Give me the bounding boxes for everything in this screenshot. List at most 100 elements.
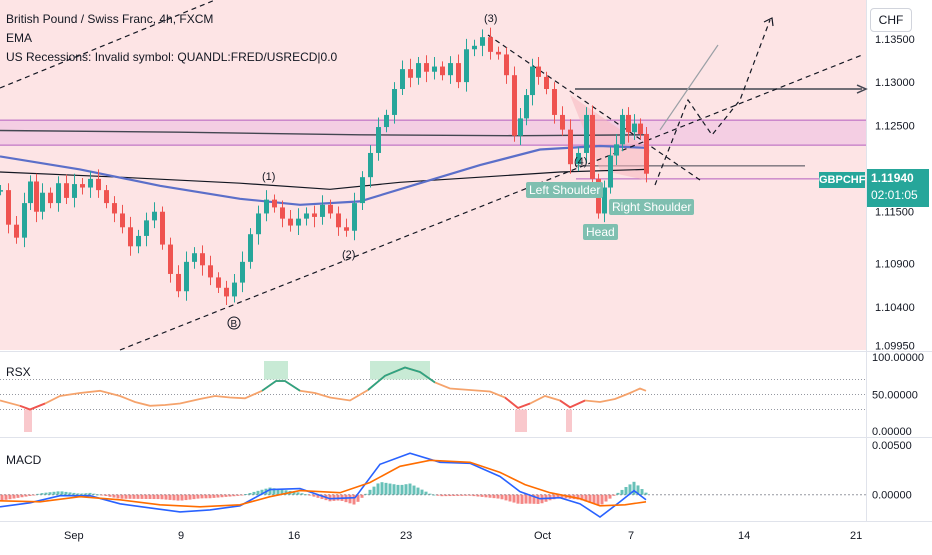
macd-tick-label: 0.00000 xyxy=(872,490,912,502)
candle-body xyxy=(184,261,189,292)
macd-histogram-bar xyxy=(180,494,184,501)
macd-histogram-bar xyxy=(512,494,516,503)
currency-button[interactable]: CHF xyxy=(870,8,912,32)
macd-histogram-bar xyxy=(380,482,384,495)
candle-body xyxy=(328,204,333,214)
candle-body xyxy=(200,253,205,266)
macd-histogram-bar xyxy=(412,485,416,495)
macd-histogram-bar xyxy=(464,494,468,496)
price-tick-label: 1.09950 xyxy=(875,341,915,353)
head-label: Head xyxy=(583,224,618,240)
macd-histogram-bar xyxy=(20,494,24,498)
macd-histogram-bar xyxy=(480,494,484,497)
macd-histogram-bar xyxy=(584,494,588,502)
candle-body xyxy=(48,192,53,204)
macd-histogram-bar xyxy=(168,494,172,500)
macd-histogram-bar xyxy=(444,494,448,497)
macd-histogram-bar xyxy=(108,494,112,497)
rsx-overbought-zone xyxy=(264,361,288,380)
macd-histogram-bar xyxy=(84,493,88,495)
macd-histogram-bar xyxy=(64,491,68,495)
rsx-line xyxy=(0,366,647,411)
price-tick-label: 1.10900 xyxy=(875,259,915,271)
macd-histogram-bar xyxy=(296,492,300,495)
macd-histogram-bar xyxy=(124,494,128,499)
macd-histogram-bar xyxy=(92,493,96,495)
macd-histogram-bar xyxy=(620,489,624,495)
candle-body xyxy=(552,89,557,115)
candle-body xyxy=(144,220,149,236)
candle-body xyxy=(480,37,485,46)
macd-histogram-bar xyxy=(16,494,20,498)
macd-histogram-bar xyxy=(24,494,28,497)
candle-body xyxy=(176,273,181,292)
candle-body xyxy=(216,277,221,288)
time-tick-label: 16 xyxy=(288,530,300,542)
ascending-trendline xyxy=(119,54,863,351)
candle-body xyxy=(232,282,237,297)
time-tick-label: Oct xyxy=(534,530,551,542)
macd-histogram-bar xyxy=(164,494,168,500)
macd-line xyxy=(0,452,647,518)
macd-histogram-bar xyxy=(132,494,136,499)
price-tick-label: 1.12500 xyxy=(875,120,915,132)
macd-histogram-bar xyxy=(532,494,536,504)
candle-body xyxy=(392,89,397,115)
target-line xyxy=(659,44,719,131)
candle-body xyxy=(240,261,245,283)
candle-body xyxy=(152,211,157,221)
macd-histogram-bar xyxy=(176,494,180,501)
macd-histogram-bar xyxy=(596,494,600,506)
macd-signal-line xyxy=(0,459,647,508)
candle-body xyxy=(104,190,109,204)
candle-body xyxy=(424,63,429,72)
time-tick-label: 14 xyxy=(738,530,750,542)
wave-b-circle xyxy=(227,316,241,330)
time-tick-label: 21 xyxy=(850,530,862,542)
macd-histogram-bar xyxy=(292,491,296,495)
rsx-oversold-zone xyxy=(566,409,572,432)
macd-histogram-bar xyxy=(280,489,284,495)
macd-histogram-bar xyxy=(52,491,56,495)
price-tick-label: 1.10400 xyxy=(875,302,915,314)
macd-histogram-bar xyxy=(356,494,360,502)
macd-histogram-bar xyxy=(8,494,12,500)
macd-histogram-bar xyxy=(0,494,4,501)
macd-histogram-bar xyxy=(560,494,564,498)
macd-histogram-bar xyxy=(96,494,100,496)
macd-histogram-bar xyxy=(184,494,188,501)
macd-histogram-bar xyxy=(220,494,224,498)
macd-histogram-bar xyxy=(416,487,420,495)
macd-histogram-bar xyxy=(364,493,368,495)
macd-histogram-bar xyxy=(224,494,228,497)
macd-histogram-bar xyxy=(12,494,16,499)
macd-histogram-bar xyxy=(188,494,192,500)
macd-histogram-bar xyxy=(600,494,604,505)
rsx-line-overbought xyxy=(261,380,301,392)
time-tick-label: 9 xyxy=(178,530,184,542)
macd-histogram-bar xyxy=(452,494,456,496)
rsx-line-oversold xyxy=(504,396,531,410)
candle-body xyxy=(28,181,33,204)
macd-histogram-bar xyxy=(316,494,320,498)
candle-body xyxy=(416,63,421,78)
macd-histogram-bar xyxy=(580,494,584,501)
macd-histogram-bar xyxy=(152,494,156,500)
macd-histogram-bar xyxy=(612,494,616,496)
candle-body xyxy=(320,204,325,217)
macd-histogram-bar xyxy=(128,494,132,499)
rsx-line-oversold xyxy=(559,399,586,409)
wave-label: (4) xyxy=(574,156,587,168)
price-tick-label: 1.13000 xyxy=(875,77,915,89)
candle-body xyxy=(344,227,349,231)
macd-histogram-bar xyxy=(588,494,592,503)
candle-body xyxy=(312,213,317,217)
macd-histogram-bar xyxy=(140,494,144,499)
macd-histogram-bar xyxy=(40,493,44,495)
macd-histogram-bar xyxy=(552,494,556,500)
candle-body xyxy=(280,207,285,219)
macd-histogram-bar xyxy=(252,491,256,495)
macd-histogram-bar xyxy=(4,494,8,500)
